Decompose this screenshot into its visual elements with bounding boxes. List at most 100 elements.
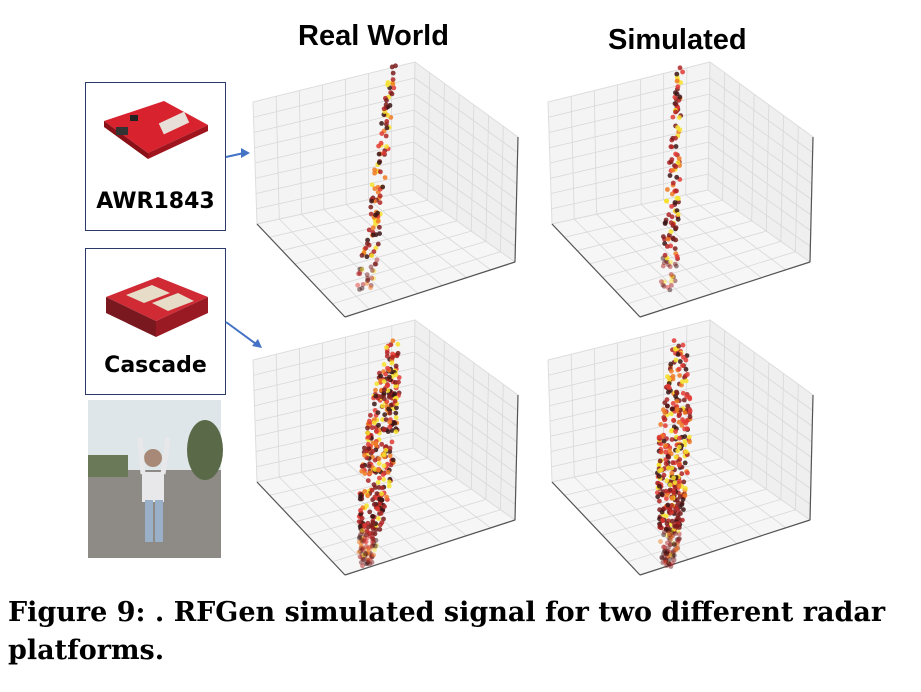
title-simulated: Simulated [608,24,747,56]
data-point [360,563,365,569]
data-point [679,471,685,477]
data-point [384,494,389,500]
data-point [685,372,690,377]
data-point [680,390,686,396]
grid-line [640,204,738,286]
data-point [393,429,399,435]
data-point [359,285,365,291]
data-point [373,212,378,218]
grid-line [627,251,796,305]
data-point [367,470,373,476]
x-axis [551,481,641,576]
data-point [376,461,382,466]
data-point [662,410,668,415]
data-point [680,417,685,422]
data-point [681,354,686,360]
data-point [387,419,393,425]
data-point [663,423,668,429]
data-point [378,373,383,379]
data-point [673,101,679,107]
grid-line [550,141,709,179]
data-point [365,241,370,247]
grid-line [708,157,811,232]
data-point [381,516,386,522]
awr1843-device-box: AWR1843 [85,82,226,231]
data-point [359,528,365,533]
grid-line [413,383,517,458]
data-point [383,447,389,453]
data-point [391,420,396,425]
data-point [662,252,668,258]
data-point [668,229,674,235]
grid-line [414,367,518,443]
data-point [677,65,683,71]
arrow-line [225,321,257,345]
grid-line [255,157,414,194]
data-point [357,496,363,502]
data-point [677,478,682,484]
data-point [663,443,668,448]
z-axis [809,136,814,263]
data-point [661,283,667,289]
data-point [382,175,388,181]
data-point [664,496,669,501]
data-point [676,366,682,372]
data-point [677,115,682,120]
data-point [675,212,681,217]
data-point [682,460,688,466]
data-point [365,557,371,563]
data-point [668,272,674,277]
data-point [677,359,683,364]
data-point [666,454,672,460]
data-point [670,167,676,173]
grid-line [708,383,812,458]
data-point [364,503,369,509]
grid-line [414,93,518,169]
data-point [673,429,678,434]
grid-line [279,218,370,310]
data-point [372,170,377,176]
data-point [359,253,365,258]
figure-caption: Figure 9: . RFGen simulated signal for t… [8,597,886,666]
cascade-board-image [106,277,208,337]
data-point [395,341,401,347]
data-point [669,518,675,524]
grid-line [307,488,472,536]
grid-line [709,93,813,169]
data-point [377,200,383,206]
data-point [377,527,383,532]
y-axis [344,261,516,318]
data-point [371,249,377,255]
data-point [661,472,667,478]
data-point [393,383,399,389]
data-point [380,472,386,477]
data-point [364,528,370,534]
data-point [664,478,670,484]
data-point [661,438,667,444]
data-point [389,64,395,70]
data-point [672,261,678,267]
data-point [365,237,370,243]
data-point [680,69,685,75]
data-point [378,169,383,175]
data-point [680,363,685,368]
data-point [387,424,393,430]
data-point [371,482,377,488]
data-point [676,538,681,543]
data-point [676,515,681,521]
data-point [390,81,396,87]
arrow-head-icon [241,148,250,158]
data-point [396,375,402,380]
data-point [672,200,678,205]
data-point [663,198,669,204]
data-point [683,420,689,426]
data-point [661,415,667,420]
data-point [663,220,668,225]
data-point [373,221,378,227]
grid-line [627,509,796,563]
data-point [375,480,381,485]
data-point [387,410,393,416]
data-point [370,449,376,454]
data-point [665,403,670,409]
data-point [369,425,375,431]
